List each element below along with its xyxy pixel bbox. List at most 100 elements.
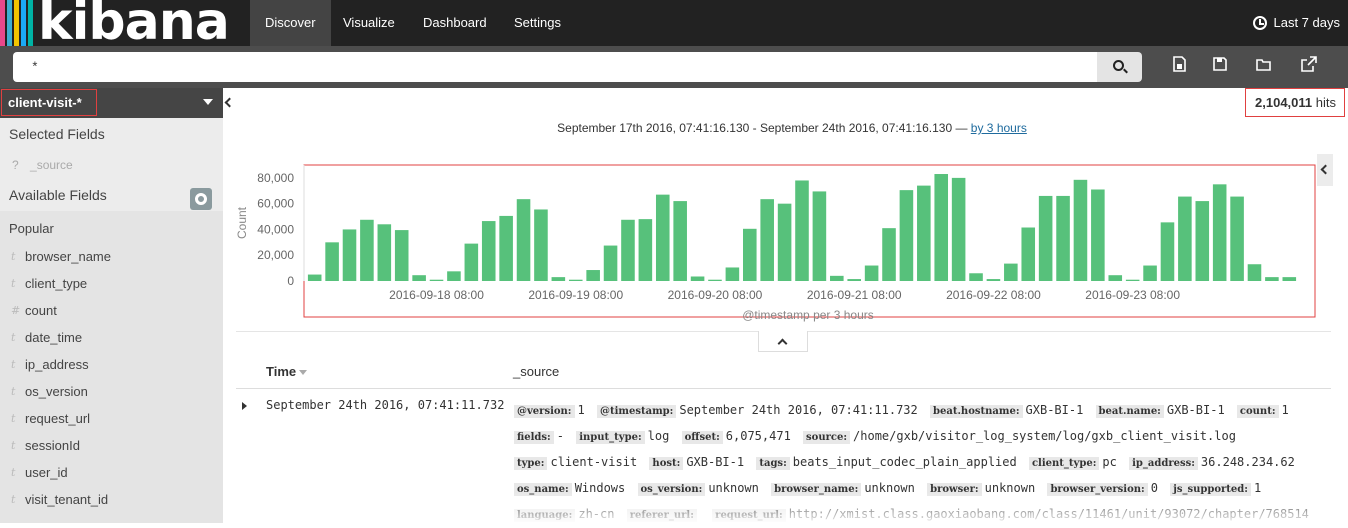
nav-discover[interactable]: Discover	[250, 0, 331, 46]
column-header-time[interactable]: Time	[266, 364, 308, 379]
sidebar-field-user-id[interactable]: t user_id	[0, 459, 223, 486]
histogram-chart[interactable]: 0 20,000 40,000 60,000 80,000 2016-09-18 08:…	[236, 155, 1318, 327]
share-icon[interactable]	[1301, 56, 1317, 72]
sidebar-field-ip-address[interactable]: t ip_address	[0, 351, 223, 378]
histogram-bar[interactable]	[690, 276, 705, 281]
sidebar-field-request-url[interactable]: t request_url	[0, 405, 223, 432]
histogram-bar[interactable]	[882, 228, 896, 281]
histogram-bar[interactable]	[917, 185, 931, 281]
sidebar-field-date-time[interactable]: t date_time	[0, 324, 223, 351]
interval-link[interactable]: by 3 hours	[970, 121, 1027, 135]
source-field-key: fields:	[514, 431, 554, 444]
histogram-bar[interactable]	[864, 265, 879, 281]
sidebar-field-browser-name[interactable]: t browser_name	[0, 243, 223, 270]
histogram-bar[interactable]	[1160, 222, 1175, 281]
histogram-bar[interactable]	[638, 219, 653, 281]
index-pattern-label: client-visit-*	[1, 89, 97, 116]
histogram-bar[interactable]	[481, 221, 496, 281]
open-icon[interactable]	[1256, 56, 1272, 72]
histogram-bar[interactable]	[1038, 195, 1053, 281]
histogram-bar[interactable]	[586, 270, 600, 281]
histogram-bar[interactable]	[377, 224, 392, 281]
histogram-bar[interactable]	[830, 275, 844, 281]
sidebar-field-client-type[interactable]: t client_type	[0, 270, 223, 297]
histogram-bar[interactable]	[1230, 196, 1244, 281]
nav-visualize[interactable]: Visualize	[343, 15, 395, 30]
histogram-bar[interactable]	[412, 275, 426, 281]
x-tick-label: 2016-09-23 08:00	[1085, 288, 1180, 302]
histogram-bar[interactable]	[621, 219, 635, 281]
sidebar-field-count[interactable]: # count	[0, 297, 223, 324]
histogram-bar[interactable]	[986, 279, 1001, 281]
histogram-bar[interactable]	[777, 203, 792, 281]
histogram-bar[interactable]	[360, 219, 374, 281]
histogram-bar[interactable]	[899, 190, 914, 281]
new-search-icon[interactable]	[1171, 56, 1187, 72]
histogram-bar[interactable]	[795, 180, 809, 281]
histogram-bar[interactable]	[499, 215, 513, 281]
sidebar-field-os-version[interactable]: t os_version	[0, 378, 223, 405]
histogram-bar[interactable]	[1178, 196, 1192, 281]
histogram-bar[interactable]	[1091, 189, 1105, 281]
histogram-bar[interactable]	[1247, 264, 1262, 281]
histogram-bar[interactable]	[1073, 179, 1088, 281]
histogram-bar[interactable]	[516, 199, 531, 281]
histogram-bar[interactable]	[1056, 195, 1070, 281]
histogram-bar[interactable]	[464, 243, 479, 281]
histogram-bar[interactable]	[1282, 277, 1297, 281]
expand-row-icon[interactable]	[242, 402, 247, 410]
selected-field-source[interactable]: ? _source	[12, 158, 73, 172]
sort-desc-icon[interactable]	[299, 370, 308, 376]
toggle-chart-button[interactable]	[758, 331, 808, 352]
time-picker[interactable]: Last 7 days	[1252, 0, 1340, 46]
histogram-bar[interactable]	[812, 191, 827, 281]
histogram-bar[interactable]	[1265, 277, 1279, 281]
histogram-bar[interactable]	[1108, 275, 1123, 281]
histogram-bar[interactable]	[1195, 201, 1210, 281]
histogram-bar[interactable]	[655, 194, 670, 281]
sidebar-field-visit-tenant-id[interactable]: t visit_tenant_id	[0, 486, 223, 513]
histogram-bar[interactable]	[325, 242, 339, 281]
nav-dashboard[interactable]: Dashboard	[423, 15, 487, 30]
source-field-value: 0	[1150, 481, 1158, 495]
histogram-bar[interactable]	[603, 245, 618, 281]
histogram-bar[interactable]	[307, 274, 322, 281]
histogram-bar[interactable]	[725, 267, 740, 281]
histogram-bar[interactable]	[429, 279, 444, 281]
field-settings-button[interactable]	[190, 188, 212, 210]
histogram-bar[interactable]	[934, 174, 949, 281]
search-input[interactable]	[13, 52, 1097, 82]
row-fade-overlay	[514, 492, 1329, 523]
collapse-sidebar-button[interactable]	[223, 88, 236, 118]
histogram-bar[interactable]	[342, 229, 357, 281]
histogram-bar[interactable]	[534, 209, 548, 281]
histogram-bar[interactable]	[568, 279, 583, 281]
histogram-bar[interactable]	[847, 279, 861, 281]
index-pattern-selector[interactable]: client-visit-*	[0, 88, 223, 118]
y-axis-label: Count	[236, 206, 249, 239]
histogram-bar[interactable]	[673, 201, 687, 281]
histogram-bar[interactable]	[1004, 263, 1018, 281]
chevron-down-icon[interactable]	[203, 99, 213, 105]
string-type-icon: t	[11, 439, 16, 452]
sidebar-field-sessionid[interactable]: t sessionId	[0, 432, 223, 459]
histogram-bar[interactable]	[1125, 279, 1140, 281]
histogram-bar[interactable]	[1143, 265, 1157, 281]
save-icon[interactable]	[1212, 56, 1228, 72]
histogram-bar[interactable]	[447, 271, 461, 281]
legend-toggle-button[interactable]	[1317, 154, 1333, 186]
histogram-bar[interactable]	[951, 177, 966, 281]
search-button[interactable]	[1097, 52, 1142, 82]
selected-fields-heading: Selected Fields	[9, 126, 105, 142]
histogram-bar[interactable]	[551, 277, 566, 281]
histogram-bar[interactable]	[1021, 227, 1036, 281]
nav-settings[interactable]: Settings	[514, 15, 561, 30]
histogram-bar[interactable]	[1212, 184, 1227, 281]
histogram-bar[interactable]	[969, 273, 983, 281]
histogram-bar[interactable]	[760, 199, 774, 281]
source-field-key: count:	[1236, 405, 1279, 418]
kibana-logo[interactable]: kibana	[0, 0, 232, 52]
histogram-bar[interactable]	[743, 228, 757, 281]
histogram-bar[interactable]	[394, 230, 409, 281]
histogram-bar[interactable]	[708, 279, 722, 281]
